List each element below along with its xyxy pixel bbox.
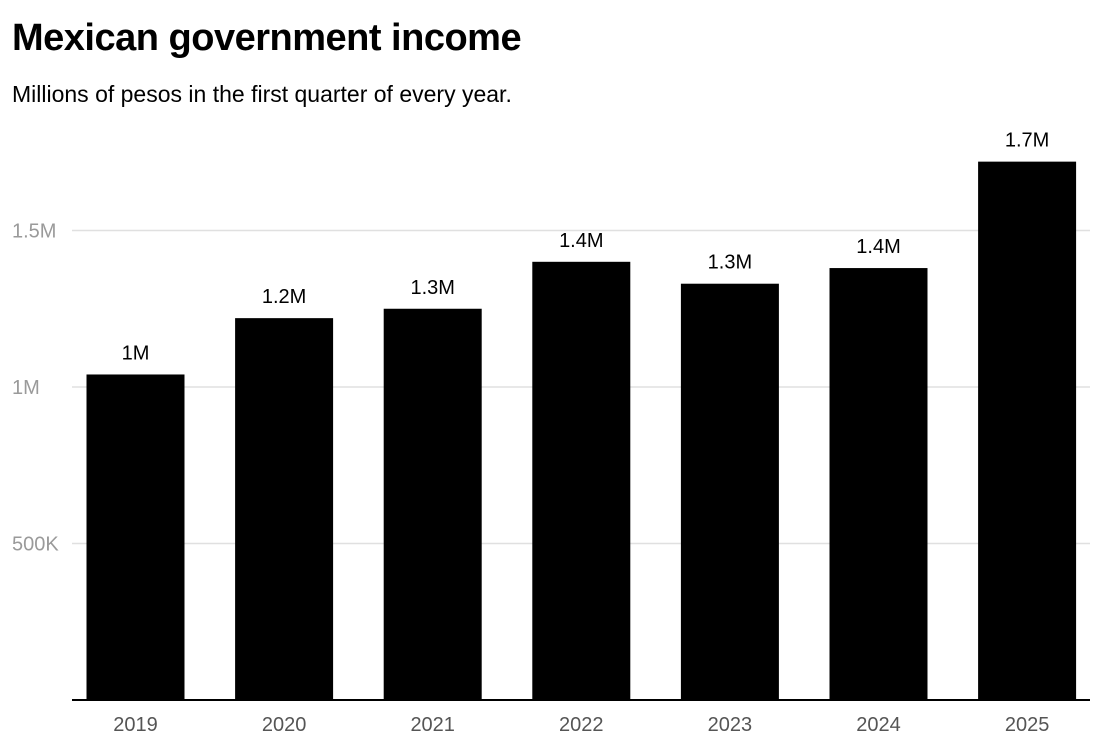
y-axis-tick-labels: 500K 1M 1.5M [12, 221, 59, 556]
x-tick-label: 2020 [262, 714, 307, 736]
x-tick-label: 2022 [559, 714, 604, 736]
chart-subtitle: Millions of pesos in the first quarter o… [12, 81, 512, 107]
x-tick-label: 2024 [856, 714, 901, 736]
bar-2024 [829, 268, 928, 700]
y-tick-label: 1.5M [12, 221, 56, 243]
chart-title: Mexican government income [12, 17, 522, 59]
x-tick-label: 2021 [410, 714, 455, 736]
bar-2022 [532, 261, 631, 700]
bar-2021 [383, 308, 482, 700]
y-tick-label: 500K [12, 534, 59, 556]
bar-value-label: 1.4M [559, 230, 603, 252]
bar-value-label: 1.3M [708, 252, 752, 274]
x-tick-label: 2025 [1005, 714, 1050, 736]
y-tick-label: 1M [12, 377, 40, 399]
bar-value-label: 1.4M [856, 236, 900, 258]
bar-2020 [235, 318, 334, 700]
x-axis-tick-labels: 2019 2020 2021 2022 2023 2024 2025 [113, 714, 1049, 736]
bar-value-labels: 1M 1.2M 1.3M 1.4M 1.3M 1.4M 1.7M [122, 130, 1050, 365]
bar-2025 [978, 161, 1077, 700]
bar-2023 [680, 283, 779, 700]
x-tick-label: 2023 [708, 714, 753, 736]
bar-value-label: 1.7M [1005, 130, 1049, 152]
bar-value-label: 1.3M [410, 277, 454, 299]
bar-value-label: 1M [122, 342, 150, 364]
bars [86, 161, 1077, 700]
bar-value-label: 1.2M [262, 286, 306, 308]
bar-2019 [86, 374, 185, 700]
x-tick-label: 2019 [113, 714, 158, 736]
